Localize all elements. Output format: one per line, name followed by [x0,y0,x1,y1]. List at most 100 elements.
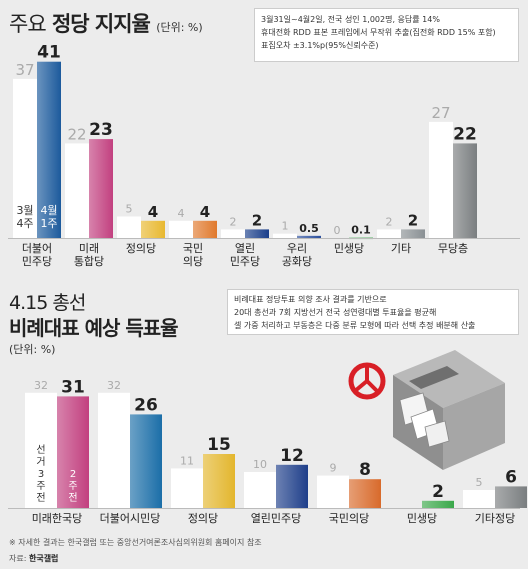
source-name: 한국갤럽 [28,554,59,563]
category-label: 민생당 [334,242,364,255]
bar-current [37,61,61,239]
category-label: 민주당 [230,255,260,268]
category-label: 국민 [183,242,203,255]
bar-prev [98,392,130,508]
value-label-prev: 2 [386,215,393,228]
category-label: 통합당 [74,255,104,268]
bar-prev [169,220,193,238]
chart1-note-line: 표집오차 ±3.1%p(95%신뢰수준) [261,41,379,50]
week-label-prev: 3월 [16,204,33,217]
bar-current [276,464,308,508]
value-label-current: 15 [207,435,231,455]
week-label-prev: 4주 [16,217,33,230]
bar-prev [244,472,276,508]
chart1-note-box: 3월31일~4월2일, 전국 성인 1,002명, 응답률 14% 휴대전화 R… [254,8,519,62]
value-label-current: 4 [148,203,158,221]
bar-prev [377,229,401,238]
chart1-note-line: 휴대전화 RDD 표본 프레임에서 무작위 추출(집전화 RDD 15% 포함) [261,28,496,37]
category-label: 미래한국당 [32,512,83,525]
bar-current [349,479,381,508]
value-label-current: 0.1 [351,224,371,237]
bar-prev [117,216,141,238]
value-label-current: 6 [505,467,517,487]
chart2-note-line: 셀 가중 처리하고 부동층은 다중 분류 모형에 따라 선택 추정 배분해 산출 [234,321,476,330]
value-label-prev: 37 [15,61,34,79]
value-label-prev: 11 [180,454,194,467]
value-label-current: 26 [134,395,158,415]
chart1-title-main: 정당 지지율 [51,12,151,36]
ballot-box-top [393,350,505,408]
bar-current [193,220,217,238]
chart1-title: 주요 정당 지지율 (단위: %) [9,8,203,38]
category-label: 민생당 [407,512,437,525]
value-label-prev: 22 [67,125,86,143]
value-label-prev: 32 [34,379,48,392]
value-label-current: 0.5 [299,222,319,235]
footnote: ※ 자세한 결과는 한국갤럽 또는 중앙선거여론조사심의위원회 홈페이지 참조 [9,538,262,547]
category-label: 무당층 [438,242,468,255]
week-label-prev: 주 [36,481,45,492]
chart1-title-prefix: 주요 [9,12,47,36]
bar-current [130,414,162,508]
week-label-current: 주 [68,481,77,492]
value-label-current: 2 [408,211,418,229]
category-label: 열린민주당 [251,512,302,525]
bar-prev [429,121,453,238]
bar-current [141,220,165,238]
bar-prev [25,392,57,508]
category-label: 정의당 [188,512,218,525]
ballot-box-side [443,383,505,470]
category-label: 정의당 [126,242,156,255]
value-label-prev: 32 [107,379,121,392]
bar-current [401,229,425,238]
category-label: 더불어 [22,242,52,255]
value-label-prev: 9 [330,462,337,475]
source-line: 자료: 한국갤럽 [9,553,58,564]
category-label: 의당 [183,255,203,268]
stamp-icon [348,362,386,400]
ballot-box-slot [409,366,459,389]
value-label-prev: 5 [126,203,133,216]
bar-current [453,143,477,238]
bar-prev [171,468,203,508]
bar-prev [221,229,245,238]
value-label-prev: 2 [230,215,237,228]
bar-current [422,500,454,508]
bar-prev [273,233,297,238]
chart2-note-box: 비례대표 정당투표 의향 조사 결과를 기반으로 20대 총선과 7회 지방선거… [227,289,519,335]
category-label: 기타 [391,242,411,255]
category-label: 기타정당 [475,512,515,525]
ballot-box-icon [393,350,505,470]
stamp-mark [353,365,380,394]
value-label-prev: 1 [282,220,289,233]
bar-current [89,139,113,238]
chart2-title-main: 비례대표 예상 득표율 [9,316,179,340]
value-label-current: 31 [61,377,85,397]
chart1-note-line: 3월31일~4월2일, 전국 성인 1,002명, 응답률 14% [261,15,440,24]
ballot-paper-icon [424,420,450,448]
chart2-note-line: 20대 총선과 7회 지방선거 전국 성연령대별 투표율을 평균해 [234,308,437,317]
week-label-prev: 전 [36,492,45,504]
category-label: 우리 [287,242,307,255]
bar-current [203,454,235,508]
category-label: 더불어시민당 [100,512,161,525]
bar-prev [65,143,89,238]
bar-current [297,235,321,238]
week-label-prev: 거 [36,456,45,468]
value-label-prev: 5 [476,476,483,489]
ballot-box-illustration [348,350,505,470]
week-label-current: 4월 [40,204,57,217]
bar-current [495,486,527,508]
category-label: 열린 [235,242,255,255]
week-label-prev: 3 [38,469,44,480]
chart2-unit: (단위: %) [9,343,56,356]
category-label: 민주당 [22,255,52,268]
chart1-unit: (단위: %) [156,21,203,34]
week-label-current: 전 [68,492,77,504]
week-label-current: 1주 [40,217,57,230]
value-label-prev: 10 [253,458,267,471]
source-label: 자료: [9,554,27,563]
value-label-current: 23 [89,120,113,140]
